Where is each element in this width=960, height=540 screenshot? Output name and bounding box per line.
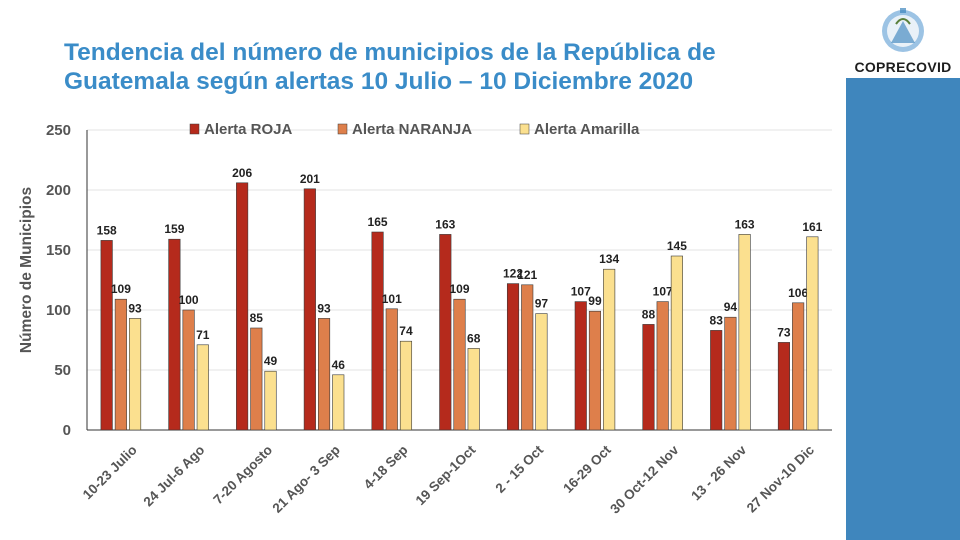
data-label: 99 (588, 294, 602, 308)
data-label: 122 (503, 267, 523, 281)
x-tick-label: 30 Oct-12 Nov (607, 442, 682, 517)
bar-amarilla (806, 236, 819, 431)
bar-amarilla (264, 370, 277, 431)
bar-roja (236, 182, 249, 431)
bar-roja (710, 330, 723, 431)
data-label: 121 (517, 268, 537, 282)
y-tick-label: 250 (46, 122, 71, 139)
bar-roja (574, 301, 587, 431)
bar-amarilla (670, 255, 683, 431)
data-label: 165 (368, 215, 388, 229)
bar-amarilla (399, 340, 413, 431)
x-tick-label: 16-29 Oct (560, 442, 614, 496)
legend-label: Alerta NARANJA (352, 121, 472, 138)
data-label: 206 (232, 166, 252, 180)
data-label: 109 (111, 282, 131, 296)
data-label: 107 (653, 285, 673, 299)
legend-swatch (189, 123, 200, 135)
data-label: 163 (435, 217, 455, 231)
bar-naranja (656, 301, 669, 431)
x-tick-label: 21 Ago- 3 Sep (270, 442, 343, 515)
data-label: 101 (382, 292, 402, 306)
x-tick-label: 4-18 Sep (361, 442, 411, 492)
logo: COPRECOVID (846, 0, 960, 78)
y-tick-label: 150 (46, 242, 71, 259)
bar-naranja (792, 302, 805, 431)
bar-roja (168, 238, 181, 431)
bar-naranja (521, 284, 534, 431)
bar-amarilla (332, 374, 345, 431)
y-tick-label: 100 (46, 302, 71, 319)
data-label: 107 (571, 285, 591, 299)
x-tick-label: 24 Jul-6 Ago (140, 442, 207, 509)
legend-swatch (337, 123, 348, 135)
data-label: 46 (332, 358, 346, 372)
data-label: 161 (802, 220, 822, 234)
data-label: 83 (710, 313, 724, 327)
data-label: 145 (667, 239, 687, 253)
y-tick-label: 50 (54, 362, 71, 379)
guatemala-coat-of-arms-icon (882, 8, 924, 52)
data-label: 88 (642, 307, 656, 321)
legend-swatch (519, 123, 530, 135)
bar-roja (506, 283, 520, 431)
y-axis-label: Número de Municipios (18, 187, 35, 353)
data-label: 106 (788, 286, 808, 300)
data-label: 100 (179, 293, 199, 307)
bar-naranja (182, 309, 195, 431)
bar-naranja (453, 298, 466, 431)
sidebar-panel (846, 0, 960, 540)
bar-amarilla (738, 234, 751, 431)
bar-amarilla (467, 348, 480, 431)
bar-roja (303, 188, 316, 431)
data-label: 71 (196, 328, 210, 342)
bar-roja (100, 240, 113, 431)
legend-label: Alerta ROJA (204, 121, 293, 138)
data-label: 74 (399, 324, 413, 338)
data-label: 93 (317, 301, 331, 315)
title-line-1: Tendencia del número de municipios de la… (64, 39, 716, 66)
bar-naranja (588, 310, 602, 431)
bar-roja (642, 324, 655, 431)
bar-roja (371, 231, 384, 431)
data-label: 49 (264, 354, 278, 368)
data-label: 134 (599, 252, 619, 266)
bar-chart: 0 50 100 150 200 250 Número de Municipios 158 10… (18, 121, 832, 517)
data-label: 68 (467, 331, 481, 345)
data-label: 85 (250, 311, 264, 325)
data-label: 201 (300, 172, 320, 186)
y-tick-label: 200 (46, 182, 71, 199)
bar-amarilla (603, 268, 616, 431)
bar-naranja (724, 316, 737, 431)
data-label: 158 (97, 223, 117, 237)
data-label: 93 (128, 301, 142, 315)
data-label: 97 (535, 297, 549, 311)
bar-roja (777, 342, 790, 431)
data-label: 94 (724, 300, 738, 314)
x-tick-label: 2 - 15 Oct (493, 442, 547, 496)
title-line-2: Guatemala según alertas 10 Julio – 10 Di… (64, 68, 694, 95)
bar-roja (439, 234, 452, 431)
x-tick-label: 19 Sep-1Oct (413, 442, 479, 508)
bar-naranja (114, 298, 127, 431)
bar-amarilla (196, 344, 209, 431)
bar-naranja (385, 308, 398, 431)
bar-amarilla (129, 318, 142, 431)
data-label: 163 (735, 217, 755, 231)
y-tick-label: 0 (63, 422, 71, 439)
bar-naranja (317, 318, 331, 431)
x-tick-label: 10-23 Julio (80, 442, 140, 502)
bar-amarilla (535, 313, 548, 431)
x-tick-label: 27 Nov-10 Dic (744, 442, 818, 516)
data-label: 73 (777, 325, 791, 339)
data-label: 159 (164, 222, 184, 236)
chart-title: Tendencia del número de municipios de la… (64, 38, 834, 96)
x-tick-label: 7-20 Agosto (210, 442, 275, 507)
logo-text: COPRECOVID (854, 59, 952, 75)
data-label: 109 (449, 282, 469, 296)
legend-label: Alerta Amarilla (534, 121, 640, 138)
bar-naranja (250, 327, 263, 431)
x-tick-label: 13 - 26 Nov (688, 442, 749, 503)
